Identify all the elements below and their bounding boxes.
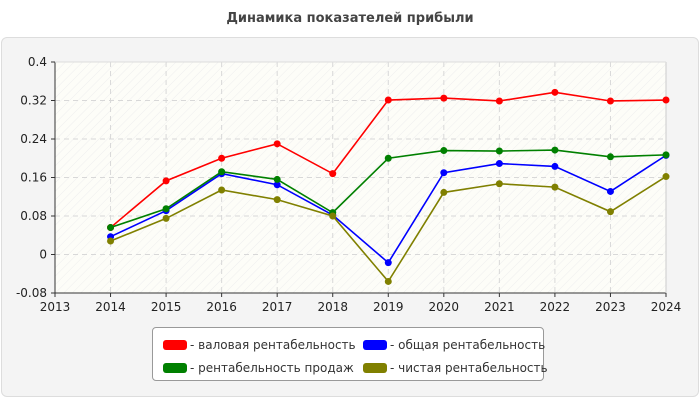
x-tick-label: 2019 [373,300,404,314]
x-tick-label: 2022 [540,300,571,314]
data-point [384,259,392,267]
x-tick-label: 2024 [651,300,682,314]
data-point [606,187,614,195]
data-point [384,154,392,162]
x-tick-label: 2016 [206,300,237,314]
data-point [384,277,392,285]
legend-label: - общая рентабельность [390,338,546,352]
x-tick-label: 2021 [484,300,515,314]
data-point [384,96,392,104]
x-tick-label: 2018 [317,300,348,314]
data-point [162,214,170,222]
y-tick-label: 0.16 [20,171,47,185]
y-tick-label: 0.24 [20,132,47,146]
data-point [440,94,448,102]
data-point [551,88,559,96]
x-tick-label: 2013 [40,300,71,314]
data-point [218,168,226,176]
data-point [495,160,503,168]
x-tick-label: 2014 [95,300,126,314]
data-point [329,170,337,178]
x-tick-label: 2023 [595,300,626,314]
data-point [273,140,281,148]
data-point [273,196,281,204]
x-tick-label: 2015 [151,300,182,314]
data-point [606,153,614,161]
x-tick-label: 2020 [429,300,460,314]
data-point [107,237,115,245]
y-tick-label: 0.08 [20,209,47,223]
x-tick-label: 2017 [262,300,293,314]
legend-item: - рентабельность продаж [163,360,363,376]
data-point [162,205,170,213]
y-tick-label: 0.4 [28,55,47,69]
legend-item: - чистая рентабельность [363,360,553,376]
data-point [551,146,559,154]
legend: - валовая рентабельность - общая рентабел… [152,327,548,381]
data-point [606,208,614,216]
data-point [551,183,559,191]
data-point [440,147,448,155]
data-point [662,96,670,104]
data-point [329,212,337,220]
data-point [662,151,670,159]
chart-title: Динамика показателей прибыли [226,11,474,26]
data-point [606,97,614,105]
data-point [495,180,503,188]
data-point [273,181,281,189]
data-point [162,177,170,185]
data-point [495,97,503,105]
data-point [218,186,226,194]
y-tick-label: 0.32 [20,94,47,108]
y-tick-label: -0.08 [16,286,47,300]
data-point [551,162,559,170]
y-tick-label: 0 [39,248,47,262]
data-point [107,224,115,232]
legend-swatch [363,362,387,373]
data-point [495,147,503,155]
legend-item: - общая рентабельность [363,337,553,353]
data-point [440,169,448,177]
legend-swatch [363,340,387,350]
data-point [218,154,226,162]
legend-swatch [163,340,187,350]
data-point [273,175,281,183]
legend-label: - рентабельность продаж [190,360,354,375]
data-point [662,173,670,181]
legend-item: - валовая рентабельность [163,337,363,353]
legend-label: - чистая рентабельность [390,360,548,375]
legend-swatch [163,362,187,373]
data-point [440,188,448,196]
legend-label: - валовая рентабельность [190,338,356,352]
